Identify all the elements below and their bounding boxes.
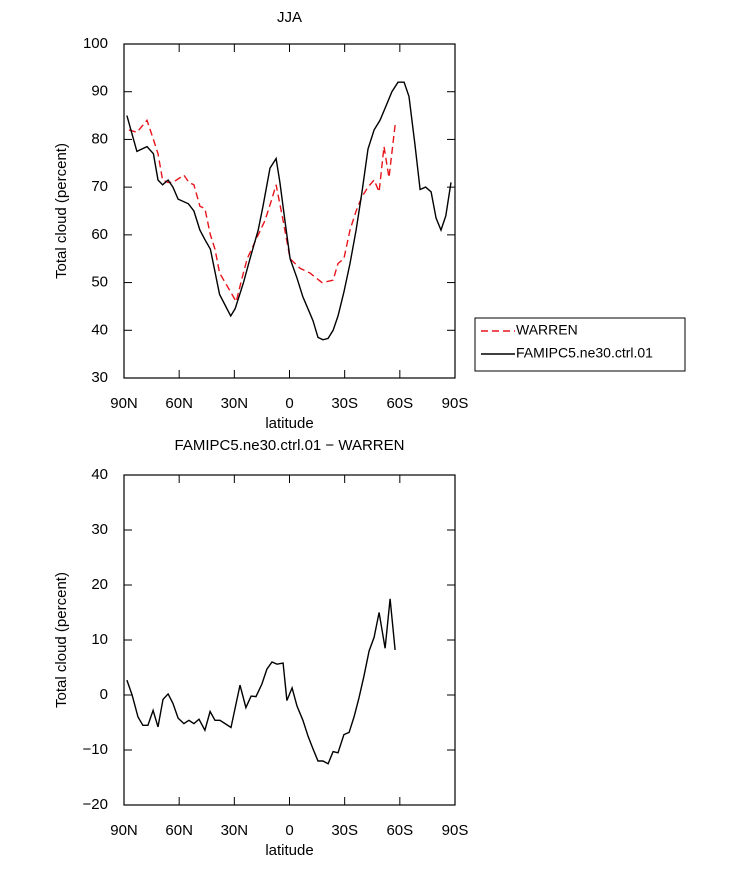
x-tick-label: 0 xyxy=(285,822,293,839)
x-tick-label: 60N xyxy=(165,395,193,412)
y-tick-label: −10 xyxy=(83,741,108,758)
x-tick-label: 90N xyxy=(110,822,138,839)
x-tick-label: 60N xyxy=(165,822,193,839)
y-tick-label: 100 xyxy=(83,35,108,52)
chart-title: JJA xyxy=(277,9,302,26)
x-tick-label: 90S xyxy=(442,395,469,412)
y-tick-label: 10 xyxy=(91,631,108,648)
plot-frame xyxy=(123,43,456,379)
x-axis-label: latitude xyxy=(265,415,313,432)
x-tick-label: 30S xyxy=(331,822,358,839)
x-axis-label: latitude xyxy=(265,842,313,859)
data-line xyxy=(126,81,452,341)
x-tick-label: 90N xyxy=(110,395,138,412)
x-tick-label: 60S xyxy=(386,822,413,839)
plot-frame xyxy=(123,474,456,806)
y-tick-label: 20 xyxy=(91,576,108,593)
data-line xyxy=(126,598,396,765)
y-tick-label: 0 xyxy=(100,686,108,703)
chart-title: FAMIPC5.ne30.ctrl.01 − WARREN xyxy=(175,437,405,454)
x-tick-label: 60S xyxy=(386,395,413,412)
y-tick-label: 40 xyxy=(91,466,108,483)
x-tick-label: 30N xyxy=(221,395,249,412)
y-tick-label: 70 xyxy=(91,178,108,195)
x-tick-label: 0 xyxy=(285,395,293,412)
y-axis-label: Total cloud (percent) xyxy=(53,572,70,708)
y-tick-label: 60 xyxy=(91,226,108,243)
y-axis-label: Total cloud (percent) xyxy=(53,143,70,279)
y-tick-label: 80 xyxy=(91,130,108,147)
x-tick-label: 90S xyxy=(442,822,469,839)
y-tick-label: 30 xyxy=(91,369,108,386)
legend-label: FAMIPC5.ne30.ctrl.01 xyxy=(516,345,653,361)
data-line xyxy=(128,118,396,304)
legend-label: WARREN xyxy=(516,322,578,338)
x-tick-label: 30N xyxy=(221,822,249,839)
y-tick-label: −20 xyxy=(83,796,108,813)
y-tick-label: 30 xyxy=(91,521,108,538)
y-tick-label: 90 xyxy=(91,83,108,100)
y-tick-label: 40 xyxy=(91,321,108,338)
y-tick-label: 50 xyxy=(91,274,108,291)
x-tick-label: 30S xyxy=(331,395,358,412)
legend-box xyxy=(474,317,686,372)
